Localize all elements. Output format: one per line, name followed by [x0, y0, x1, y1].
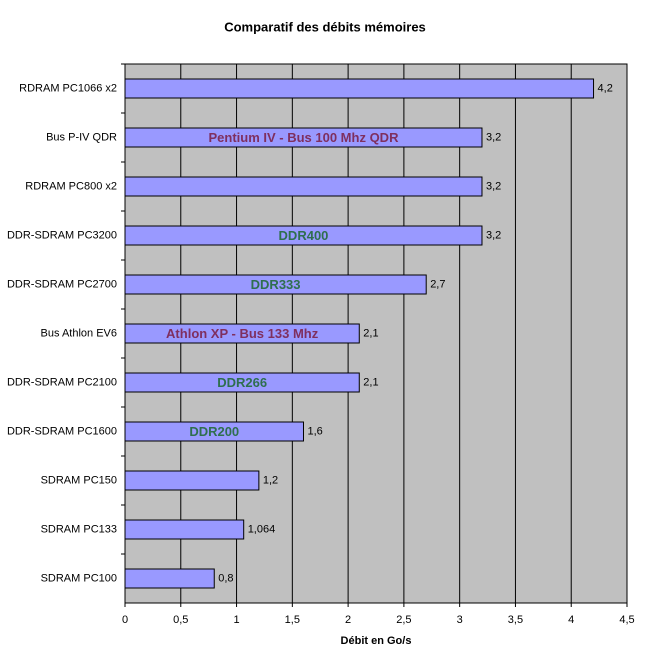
value-label: 2,1: [363, 327, 378, 339]
bar-annotation: Pentium IV - Bus 100 Mhz QDR: [208, 130, 399, 145]
x-axis-title: Débit en Go/s: [341, 635, 412, 647]
bar-annotation: Athlon XP - Bus 133 Mhz: [166, 326, 319, 341]
x-tick-label: 0: [122, 614, 128, 626]
y-tick-label: DDR-SDRAM PC3200: [7, 229, 117, 241]
y-tick-label: DDR-SDRAM PC1600: [7, 425, 117, 437]
bar: [124, 519, 245, 540]
x-tick-label: 1: [233, 614, 239, 626]
y-tick-label: RDRAM PC800 x2: [25, 180, 117, 192]
y-tick-label: Bus P-IV QDR: [46, 131, 117, 143]
y-tick-label: Bus Athlon EV6: [41, 327, 117, 339]
y-tick-label: SDRAM PC150: [41, 474, 117, 486]
x-tick-label: 0,5: [173, 614, 188, 626]
y-tick-label: DDR-SDRAM PC2700: [7, 278, 117, 290]
value-label: 4,2: [598, 82, 613, 94]
x-tick-label: 4,5: [619, 614, 634, 626]
bar-annotation: DDR200: [189, 424, 239, 439]
value-label: 1,2: [263, 474, 278, 486]
value-label: 1,6: [307, 425, 322, 437]
bar: [124, 323, 360, 344]
y-tick-label: SDRAM PC100: [41, 572, 117, 584]
x-tick-label: 2,5: [396, 614, 411, 626]
chart-title: Comparatif des débits mémoires: [224, 19, 426, 34]
x-tick-label: 3: [457, 614, 463, 626]
bar-annotation: DDR400: [279, 228, 329, 243]
x-tick-label: 1,5: [285, 614, 300, 626]
x-tick-label: 4: [568, 614, 574, 626]
bar: [124, 176, 483, 197]
bar: [124, 372, 360, 393]
value-label: 2,1: [363, 376, 378, 388]
bar-annotation: DDR333: [251, 277, 301, 292]
bar: [124, 421, 304, 442]
value-label: 3,2: [486, 180, 501, 192]
value-label: 1,064: [248, 523, 276, 535]
y-tick-label: DDR-SDRAM PC2100: [7, 376, 117, 388]
bar: [124, 127, 483, 148]
bar: [124, 568, 215, 589]
bar-annotation: DDR266: [217, 375, 267, 390]
bar: [124, 274, 427, 295]
bar: [124, 78, 595, 99]
bar: [124, 225, 483, 246]
value-label: 2,7: [430, 278, 445, 290]
x-tick-label: 3,5: [508, 614, 523, 626]
y-tick-label: SDRAM PC133: [41, 523, 117, 535]
value-label: 0,8: [218, 572, 233, 584]
value-label: 3,2: [486, 229, 501, 241]
y-tick-label: RDRAM PC1066 x2: [19, 82, 117, 94]
bar: [124, 470, 260, 491]
value-label: 3,2: [486, 131, 501, 143]
x-tick-label: 2: [345, 614, 351, 626]
